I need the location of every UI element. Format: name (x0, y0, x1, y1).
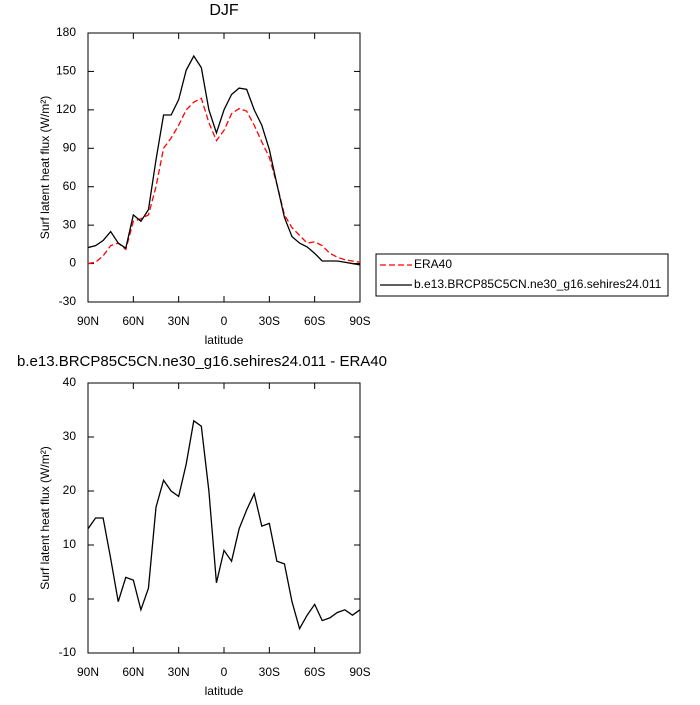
x-tick-label: 0 (221, 314, 228, 328)
y-tick-label: 0 (69, 256, 76, 270)
legend-label: ERA40 (414, 257, 452, 271)
x-tick-label: 90S (349, 665, 370, 679)
x-tick-label: 30S (259, 665, 280, 679)
y-tick-label: -10 (59, 645, 77, 659)
x-tick-label: 90N (77, 314, 99, 328)
x-tick-label: 30N (168, 314, 190, 328)
x-tick-label: 30N (168, 665, 190, 679)
y-tick-label: 90 (63, 140, 77, 154)
y-axis-label: Surf latent heat flux (W/m²) (38, 96, 52, 239)
x-tick-label: 90N (77, 665, 99, 679)
x-axis-label: latitude (205, 684, 244, 698)
y-tick-label: 60 (63, 179, 77, 193)
data-line (87, 419, 361, 631)
y-tick-label: 120 (56, 102, 76, 116)
plot-frame (87, 382, 361, 654)
y-tick-label: 180 (56, 25, 76, 39)
y-tick-label: 30 (63, 429, 77, 443)
y-axis-label: Surf latent heat flux (W/m²) (38, 446, 52, 589)
y-tick-label: -30 (59, 294, 77, 308)
y-tick-label: 30 (63, 217, 77, 231)
chart-title: b.e13.BRCP85C5CN.ne30_g16.sehires24.011 … (17, 353, 387, 370)
x-tick-label: 30S (259, 314, 280, 328)
x-tick-label: 90S (349, 314, 370, 328)
data-line (87, 97, 361, 265)
plot-frame (87, 32, 361, 303)
y-tick-label: 0 (69, 591, 76, 605)
legend-box (375, 253, 669, 297)
x-tick-label: 60S (304, 665, 325, 679)
y-tick-label: 150 (56, 64, 76, 78)
x-tick-label: 60N (122, 665, 144, 679)
data-line (87, 54, 361, 266)
chart-title: DJF (209, 2, 239, 19)
y-tick-label: 20 (63, 483, 77, 497)
x-tick-label: 0 (221, 665, 228, 679)
y-tick-label: 40 (63, 375, 77, 389)
legend-label: b.e13.BRCP85C5CN.ne30_g16.sehires24.011 (414, 277, 662, 291)
y-tick-label: 10 (63, 537, 77, 551)
x-axis-label: latitude (205, 333, 244, 347)
x-tick-label: 60S (304, 314, 325, 328)
x-tick-label: 60N (122, 314, 144, 328)
